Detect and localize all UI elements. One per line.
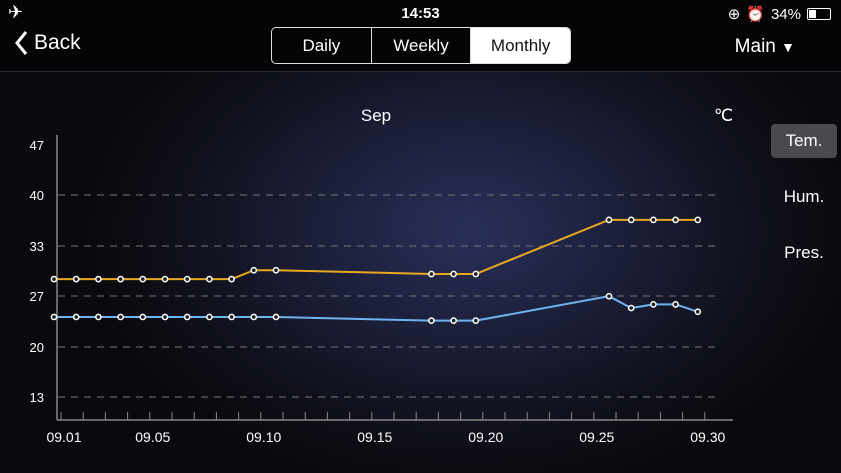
y-tick-label: 47 (30, 138, 44, 153)
tab-monthly[interactable]: Monthly (471, 28, 570, 63)
data-point-low (694, 308, 702, 316)
x-tick-label: 09.25 (579, 429, 614, 445)
data-point-low (117, 313, 124, 321)
data-point-high (627, 216, 635, 224)
rotation-lock-icon: ⊕ (727, 6, 741, 23)
y-tick-label: 27 (30, 289, 44, 304)
data-point-high (72, 275, 80, 283)
caret-down-icon: ▼ (781, 39, 795, 55)
data-point-low (183, 313, 191, 321)
option-pressure[interactable]: Pres. (784, 243, 824, 262)
data-point-high (672, 216, 679, 224)
y-tick-label: 20 (30, 340, 44, 355)
option-humidity[interactable]: Hum. (783, 187, 825, 206)
battery-percent: 34% (770, 5, 801, 23)
data-point-low (206, 313, 213, 321)
series-line-high (54, 218, 698, 281)
data-point-low (50, 313, 58, 321)
option-temperature[interactable]: Tem. (771, 124, 837, 158)
x-tick-label: 09.20 (468, 429, 503, 445)
data-point-low (139, 313, 147, 321)
data-point-high (428, 270, 435, 278)
period-segmented-control: Daily Weekly Monthly (271, 27, 571, 64)
data-point-low (450, 317, 457, 325)
data-point-high (95, 275, 102, 283)
x-tick-label: 09.15 (357, 429, 392, 445)
data-point-high (139, 275, 147, 283)
data-point-high (228, 275, 235, 283)
y-unit-label: ℃ (714, 106, 734, 125)
alarm-icon: ⏰ (746, 6, 765, 23)
data-point-high (650, 216, 657, 224)
data-point-low (472, 317, 480, 325)
data-point-low (627, 304, 635, 312)
location-dropdown[interactable]: Main ▼ (735, 36, 795, 58)
data-point-low (272, 313, 280, 321)
data-point-low (161, 313, 169, 321)
chart-plot: 47 40 33 27 20 13 09.01 09.05 09.10 09.15 09.20 09.… (30, 135, 733, 445)
data-point-low (650, 301, 657, 308)
data-point-low (72, 313, 80, 321)
y-tick-label: 40 (30, 188, 44, 203)
top-bar: ✈ 14:53 ⊕ ⏰ 34% Back Daily Weekly Monthl… (0, 0, 841, 72)
data-point-low (250, 313, 258, 321)
back-label: Back (34, 31, 81, 54)
data-point-low (428, 317, 435, 325)
data-point-high (50, 275, 58, 283)
data-point-high (272, 266, 280, 274)
battery-icon (807, 8, 831, 20)
data-point-high (450, 270, 457, 278)
data-point-high (161, 275, 169, 283)
data-point-high (472, 270, 480, 278)
data-point-low (228, 313, 235, 321)
data-point-high (605, 216, 613, 224)
tab-daily[interactable]: Daily (272, 28, 372, 63)
data-point-high (250, 266, 258, 274)
x-tick-label: 09.30 (690, 429, 725, 445)
status-time: 14:53 (401, 5, 440, 22)
x-tick-label: 09.01 (46, 429, 81, 445)
x-tick-label: 09.10 (246, 429, 281, 445)
data-point-low (672, 301, 679, 308)
y-tick-label: 13 (30, 390, 44, 405)
chart-title: Sep (360, 106, 392, 125)
series-line-low (54, 295, 699, 322)
data-point-high (117, 275, 124, 283)
data-point-low (605, 292, 613, 300)
location-label: Main (734, 36, 776, 57)
back-button[interactable]: Back (14, 30, 81, 56)
data-point-low (95, 313, 102, 321)
chevron-left-icon (15, 31, 28, 55)
y-tick-label: 33 (30, 239, 44, 254)
x-tick-label: 09.05 (135, 429, 170, 445)
status-right: ⊕ ⏰ 34% (728, 5, 831, 23)
data-point-high (183, 275, 191, 283)
data-point-high (694, 216, 702, 224)
airplane-icon: ✈ (8, 2, 24, 22)
data-point-high (206, 275, 213, 283)
tab-weekly[interactable]: Weekly (372, 28, 472, 63)
